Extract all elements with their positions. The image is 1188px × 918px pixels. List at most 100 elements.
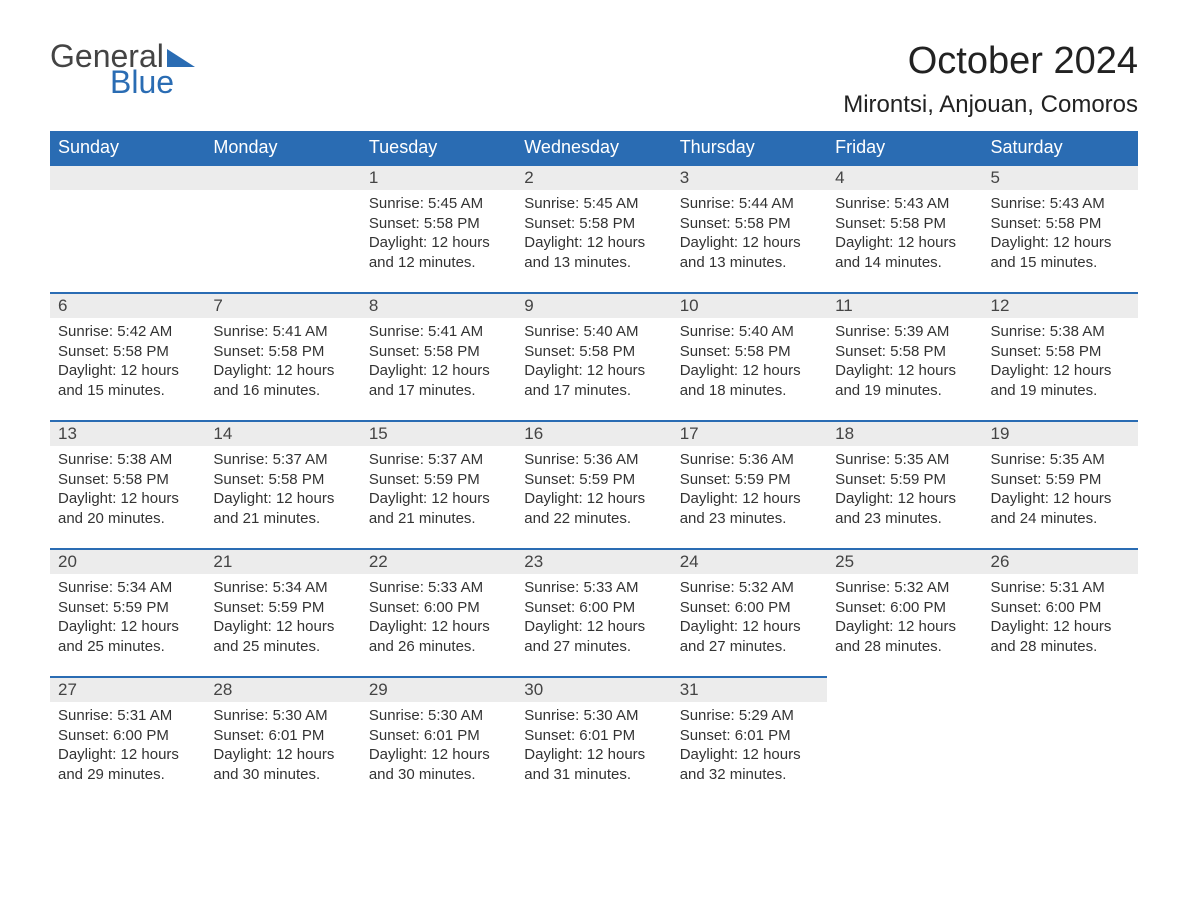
day-number: 30 bbox=[516, 676, 671, 702]
calendar-week-row: 13Sunrise: 5:38 AMSunset: 5:58 PMDayligh… bbox=[50, 420, 1138, 548]
location-text: Mirontsi, Anjouan, Comoros bbox=[843, 91, 1138, 119]
calendar-day-cell bbox=[205, 164, 360, 292]
calendar-day-cell: 30Sunrise: 5:30 AMSunset: 6:01 PMDayligh… bbox=[516, 676, 671, 804]
header: General Blue October 2024 Mirontsi, Anjo… bbox=[50, 40, 1138, 119]
sunrise-text: Sunrise: 5:31 AM bbox=[58, 706, 197, 726]
day-details: Sunrise: 5:30 AMSunset: 6:01 PMDaylight:… bbox=[516, 702, 671, 790]
day-number: 4 bbox=[827, 164, 982, 190]
sunrise-text: Sunrise: 5:31 AM bbox=[991, 578, 1130, 598]
day-number: 16 bbox=[516, 420, 671, 446]
day-number: 29 bbox=[361, 676, 516, 702]
daylight-text: Daylight: 12 hours and 21 minutes. bbox=[369, 489, 508, 528]
logo-text-blue: Blue bbox=[110, 66, 195, 98]
weekday-header: Sunday bbox=[50, 131, 205, 164]
day-details: Sunrise: 5:32 AMSunset: 6:00 PMDaylight:… bbox=[672, 574, 827, 662]
calendar-day-cell: 10Sunrise: 5:40 AMSunset: 5:58 PMDayligh… bbox=[672, 292, 827, 420]
day-details: Sunrise: 5:33 AMSunset: 6:00 PMDaylight:… bbox=[361, 574, 516, 662]
sunset-text: Sunset: 5:58 PM bbox=[680, 342, 819, 362]
day-number: 2 bbox=[516, 164, 671, 190]
daylight-text: Daylight: 12 hours and 23 minutes. bbox=[680, 489, 819, 528]
calendar-day-cell: 27Sunrise: 5:31 AMSunset: 6:00 PMDayligh… bbox=[50, 676, 205, 804]
daylight-text: Daylight: 12 hours and 22 minutes. bbox=[524, 489, 663, 528]
day-details: Sunrise: 5:38 AMSunset: 5:58 PMDaylight:… bbox=[50, 446, 205, 534]
day-details: Sunrise: 5:36 AMSunset: 5:59 PMDaylight:… bbox=[672, 446, 827, 534]
day-details: Sunrise: 5:33 AMSunset: 6:00 PMDaylight:… bbox=[516, 574, 671, 662]
sunrise-text: Sunrise: 5:42 AM bbox=[58, 322, 197, 342]
calendar-day-cell: 5Sunrise: 5:43 AMSunset: 5:58 PMDaylight… bbox=[983, 164, 1138, 292]
day-details: Sunrise: 5:30 AMSunset: 6:01 PMDaylight:… bbox=[361, 702, 516, 790]
logo: General Blue bbox=[50, 40, 195, 98]
sunset-text: Sunset: 5:58 PM bbox=[58, 470, 197, 490]
daylight-text: Daylight: 12 hours and 15 minutes. bbox=[58, 361, 197, 400]
calendar-day-cell: 18Sunrise: 5:35 AMSunset: 5:59 PMDayligh… bbox=[827, 420, 982, 548]
day-number: 8 bbox=[361, 292, 516, 318]
daylight-text: Daylight: 12 hours and 13 minutes. bbox=[524, 233, 663, 272]
day-details: Sunrise: 5:38 AMSunset: 5:58 PMDaylight:… bbox=[983, 318, 1138, 406]
daylight-text: Daylight: 12 hours and 20 minutes. bbox=[58, 489, 197, 528]
sunset-text: Sunset: 6:00 PM bbox=[524, 598, 663, 618]
weekday-header-row: SundayMondayTuesdayWednesdayThursdayFrid… bbox=[50, 131, 1138, 164]
sunrise-text: Sunrise: 5:41 AM bbox=[213, 322, 352, 342]
sunrise-text: Sunrise: 5:30 AM bbox=[213, 706, 352, 726]
day-number: 13 bbox=[50, 420, 205, 446]
calendar-day-cell: 1Sunrise: 5:45 AMSunset: 5:58 PMDaylight… bbox=[361, 164, 516, 292]
day-details: Sunrise: 5:37 AMSunset: 5:59 PMDaylight:… bbox=[361, 446, 516, 534]
sunset-text: Sunset: 6:00 PM bbox=[369, 598, 508, 618]
day-details: Sunrise: 5:44 AMSunset: 5:58 PMDaylight:… bbox=[672, 190, 827, 278]
sunrise-text: Sunrise: 5:45 AM bbox=[369, 194, 508, 214]
day-number: 7 bbox=[205, 292, 360, 318]
day-number: 14 bbox=[205, 420, 360, 446]
daylight-text: Daylight: 12 hours and 15 minutes. bbox=[991, 233, 1130, 272]
daylight-text: Daylight: 12 hours and 26 minutes. bbox=[369, 617, 508, 656]
day-details: Sunrise: 5:43 AMSunset: 5:58 PMDaylight:… bbox=[827, 190, 982, 278]
daylight-text: Daylight: 12 hours and 28 minutes. bbox=[991, 617, 1130, 656]
sunrise-text: Sunrise: 5:43 AM bbox=[835, 194, 974, 214]
day-number: 25 bbox=[827, 548, 982, 574]
calendar-day-cell bbox=[827, 676, 982, 804]
sunset-text: Sunset: 5:59 PM bbox=[835, 470, 974, 490]
day-number: 24 bbox=[672, 548, 827, 574]
day-number-empty bbox=[50, 164, 205, 190]
daylight-text: Daylight: 12 hours and 19 minutes. bbox=[991, 361, 1130, 400]
day-number: 6 bbox=[50, 292, 205, 318]
calendar-day-cell: 25Sunrise: 5:32 AMSunset: 6:00 PMDayligh… bbox=[827, 548, 982, 676]
daylight-text: Daylight: 12 hours and 30 minutes. bbox=[369, 745, 508, 784]
weekday-header: Monday bbox=[205, 131, 360, 164]
calendar-day-cell bbox=[50, 164, 205, 292]
sunrise-text: Sunrise: 5:37 AM bbox=[213, 450, 352, 470]
day-number: 5 bbox=[983, 164, 1138, 190]
calendar-day-cell: 9Sunrise: 5:40 AMSunset: 5:58 PMDaylight… bbox=[516, 292, 671, 420]
sunset-text: Sunset: 6:01 PM bbox=[213, 726, 352, 746]
day-details: Sunrise: 5:37 AMSunset: 5:58 PMDaylight:… bbox=[205, 446, 360, 534]
daylight-text: Daylight: 12 hours and 19 minutes. bbox=[835, 361, 974, 400]
title-block: October 2024 Mirontsi, Anjouan, Comoros bbox=[843, 40, 1138, 119]
calendar-table: SundayMondayTuesdayWednesdayThursdayFrid… bbox=[50, 131, 1138, 804]
sunrise-text: Sunrise: 5:41 AM bbox=[369, 322, 508, 342]
sunset-text: Sunset: 6:00 PM bbox=[835, 598, 974, 618]
sunset-text: Sunset: 5:58 PM bbox=[680, 214, 819, 234]
calendar-day-cell: 6Sunrise: 5:42 AMSunset: 5:58 PMDaylight… bbox=[50, 292, 205, 420]
sunrise-text: Sunrise: 5:33 AM bbox=[524, 578, 663, 598]
sunset-text: Sunset: 6:00 PM bbox=[991, 598, 1130, 618]
sunrise-text: Sunrise: 5:40 AM bbox=[680, 322, 819, 342]
sunset-text: Sunset: 5:59 PM bbox=[680, 470, 819, 490]
sunset-text: Sunset: 5:59 PM bbox=[991, 470, 1130, 490]
day-number: 12 bbox=[983, 292, 1138, 318]
sunset-text: Sunset: 5:58 PM bbox=[213, 470, 352, 490]
sunrise-text: Sunrise: 5:38 AM bbox=[58, 450, 197, 470]
day-number: 10 bbox=[672, 292, 827, 318]
sunset-text: Sunset: 5:58 PM bbox=[369, 342, 508, 362]
day-number: 20 bbox=[50, 548, 205, 574]
day-details: Sunrise: 5:39 AMSunset: 5:58 PMDaylight:… bbox=[827, 318, 982, 406]
calendar-day-cell: 11Sunrise: 5:39 AMSunset: 5:58 PMDayligh… bbox=[827, 292, 982, 420]
sunset-text: Sunset: 5:58 PM bbox=[213, 342, 352, 362]
sunset-text: Sunset: 5:58 PM bbox=[835, 342, 974, 362]
sunrise-text: Sunrise: 5:30 AM bbox=[524, 706, 663, 726]
day-details: Sunrise: 5:34 AMSunset: 5:59 PMDaylight:… bbox=[205, 574, 360, 662]
day-details: Sunrise: 5:45 AMSunset: 5:58 PMDaylight:… bbox=[516, 190, 671, 278]
day-number: 3 bbox=[672, 164, 827, 190]
sunrise-text: Sunrise: 5:35 AM bbox=[835, 450, 974, 470]
day-number: 19 bbox=[983, 420, 1138, 446]
calendar-day-cell: 24Sunrise: 5:32 AMSunset: 6:00 PMDayligh… bbox=[672, 548, 827, 676]
weekday-header: Tuesday bbox=[361, 131, 516, 164]
